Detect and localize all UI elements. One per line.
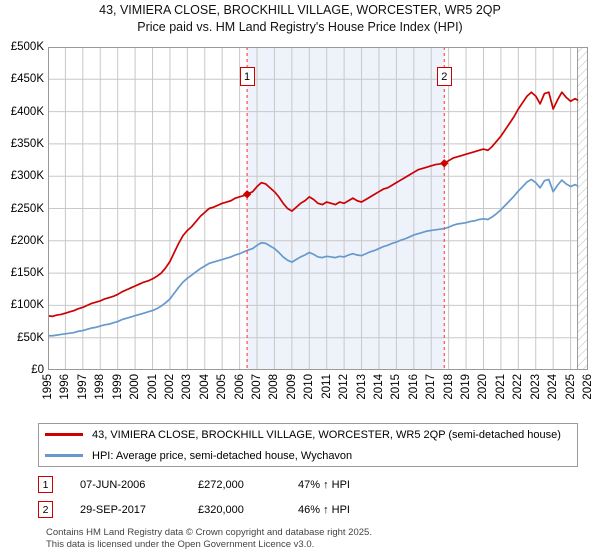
- x-axis-tick: 2009: [285, 374, 298, 400]
- footer-line-1: Contains HM Land Registry data © Crown c…: [46, 527, 372, 538]
- y-axis-tick: £100K: [10, 299, 44, 312]
- x-axis-tick: 2017: [425, 374, 438, 400]
- chart-canvas: [48, 47, 588, 370]
- y-axis-tick: £0: [31, 364, 44, 376]
- x-axis-tick: 2026: [582, 374, 594, 400]
- sale-price: £320,000: [198, 503, 244, 516]
- x-axis-tick: 2004: [198, 374, 211, 400]
- y-axis-tick: £150K: [10, 267, 44, 280]
- x-axis-tick: 1995: [42, 374, 54, 400]
- x-axis-tick: 2007: [251, 374, 264, 400]
- y-axis-labels: £0 £50K £100K £150K £200K £250K £300K £350K £400…: [0, 41, 44, 376]
- y-axis-tick: £300K: [10, 170, 44, 183]
- sale-date: 29-SEP-2017: [80, 503, 147, 516]
- chart-legend: 43, VIMIERA CLOSE, BROCKHILL VILLAGE, WO…: [38, 423, 578, 467]
- sale-date: 07-JUN-2006: [80, 478, 146, 491]
- x-axis-tick: 2019: [460, 374, 473, 400]
- sale-index-badge: 1: [38, 476, 53, 493]
- legend-label-hpi: HPI: Average price, semi-detached house,…: [92, 449, 353, 462]
- y-axis-tick: £250K: [10, 202, 44, 215]
- legend-label-price-paid: 43, VIMIERA CLOSE, BROCKHILL VILLAGE, WO…: [92, 428, 561, 441]
- legend-item-hpi: HPI: Average price, semi-detached house,…: [39, 445, 577, 466]
- x-axis-tick: 2008: [268, 374, 281, 400]
- x-axis-tick: 2020: [477, 374, 490, 400]
- x-axis-tick: 2011: [320, 374, 333, 399]
- sale-index-badge: 2: [38, 501, 53, 518]
- sale-hpi-delta: 47% ↑ HPI: [298, 478, 350, 491]
- x-axis-tick: 2016: [407, 374, 420, 400]
- y-axis-tick: £50K: [17, 331, 44, 344]
- sale-price: £272,000: [198, 478, 244, 491]
- x-axis-tick: 2021: [494, 374, 507, 400]
- x-axis-labels: 1995 1996 1997 1998 1999 2000 2001 2002 2003 2004…: [42, 374, 594, 418]
- footer-attribution: Contains HM Land Registry data © Crown c…: [46, 527, 586, 550]
- x-axis-tick: 2005: [216, 374, 229, 400]
- x-axis-tick: 2013: [355, 374, 368, 400]
- y-axis-tick: £400K: [10, 105, 44, 118]
- table-row: 2 29-SEP-2017 £320,000 46% ↑ HPI: [38, 497, 578, 522]
- x-axis-tick: 1997: [76, 374, 89, 400]
- legend-swatch-hpi: [45, 454, 83, 457]
- x-axis-tick: 2003: [181, 374, 194, 400]
- chart-title-block: 43, VIMIERA CLOSE, BROCKHILL VILLAGE, WO…: [0, 2, 600, 36]
- x-axis-tick: 2002: [163, 374, 176, 400]
- chart-subtitle: Price paid vs. HM Land Registry's House …: [137, 20, 463, 34]
- x-axis-tick: 1996: [59, 374, 72, 400]
- y-axis-tick: £200K: [10, 234, 44, 247]
- x-axis-tick: 2006: [233, 374, 246, 400]
- sales-table: 1 07-JUN-2006 £272,000 47% ↑ HPI 2 29-SE…: [38, 472, 578, 522]
- x-axis-tick: 2015: [390, 374, 403, 400]
- x-axis-tick: 2012: [338, 374, 351, 400]
- y-axis-tick: £500K: [10, 41, 44, 53]
- x-axis-tick: 2023: [529, 374, 542, 400]
- y-axis-tick: £450K: [10, 73, 44, 86]
- x-axis-tick: 2025: [564, 374, 577, 400]
- x-axis-tick: 2000: [129, 374, 142, 400]
- x-axis-tick: 2001: [146, 374, 159, 400]
- y-axis-tick: £350K: [10, 137, 44, 150]
- legend-item-price-paid: 43, VIMIERA CLOSE, BROCKHILL VILLAGE, WO…: [39, 424, 577, 445]
- plot-area: [48, 47, 588, 370]
- x-axis-tick: 2018: [442, 374, 455, 400]
- sale-marker-1[interactable]: 1: [239, 67, 255, 86]
- page-title: 43, VIMIERA CLOSE, BROCKHILL VILLAGE, WO…: [99, 3, 501, 17]
- footer-line-2: This data is licensed under the Open Gov…: [46, 538, 315, 550]
- x-axis-tick: 2014: [372, 374, 385, 400]
- legend-swatch-price-paid: [45, 433, 83, 436]
- x-axis-tick: 2010: [303, 374, 316, 400]
- sale-marker-2[interactable]: 2: [436, 67, 452, 86]
- x-axis-tick: 1998: [94, 374, 107, 400]
- table-row: 1 07-JUN-2006 £272,000 47% ↑ HPI: [38, 472, 578, 497]
- x-axis-tick: 2022: [512, 374, 525, 400]
- x-axis-tick: 1999: [111, 374, 124, 400]
- sale-hpi-delta: 46% ↑ HPI: [298, 503, 350, 516]
- x-axis-tick: 2024: [547, 374, 560, 400]
